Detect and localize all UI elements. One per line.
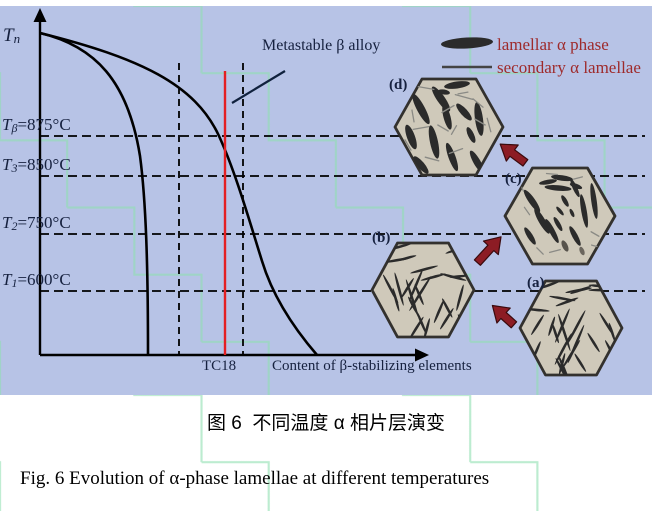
svg-text:lamellar α phase: lamellar α phase — [497, 35, 609, 54]
svg-text:TC18: TC18 — [202, 358, 236, 374]
svg-text:Content of β-stabilizing eleme: Content of β-stabilizing elements — [272, 358, 472, 374]
svg-text:(a): (a) — [527, 275, 545, 291]
svg-text:Metastable β alloy: Metastable β alloy — [262, 37, 380, 54]
svg-text:(d): (d) — [389, 77, 407, 93]
svg-text:secondary α lamellae: secondary α lamellae — [497, 58, 641, 77]
svg-text:(b): (b) — [372, 230, 390, 246]
svg-text:(c): (c) — [505, 171, 522, 187]
